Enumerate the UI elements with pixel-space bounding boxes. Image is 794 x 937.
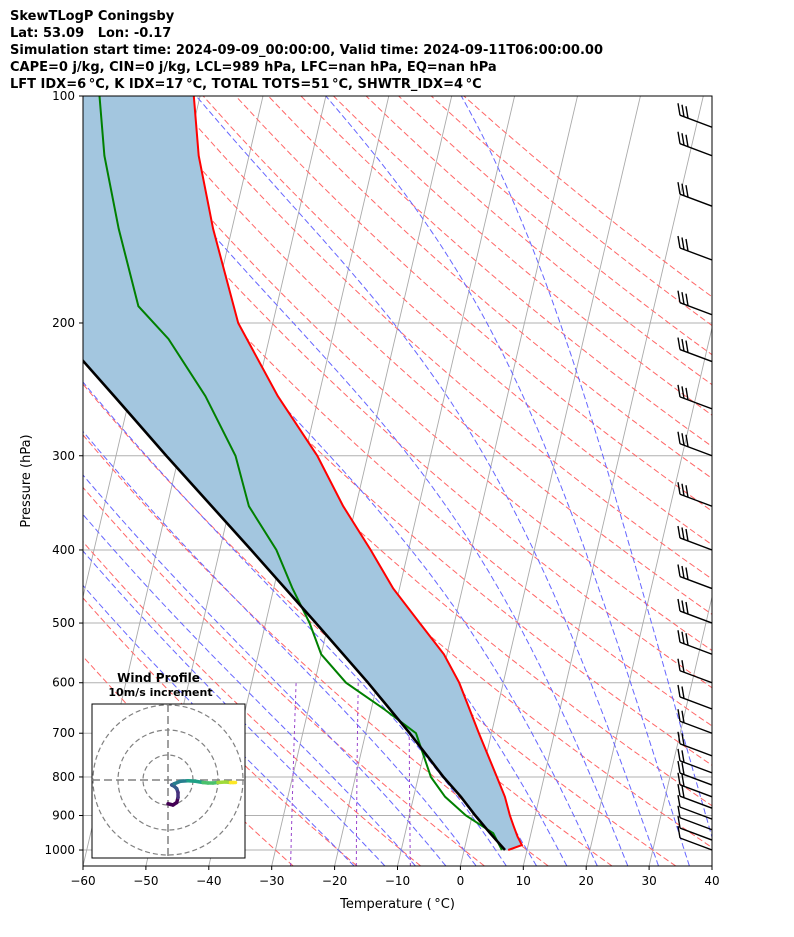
chart-header: SkewTLogP Coningsby Lat: 53.09 Lon: -0.1…: [10, 8, 603, 93]
plot-area: [0, 96, 712, 866]
wind-barb: [677, 795, 712, 820]
x-tick-label: −40: [196, 874, 221, 888]
chart-title: SkewTLogP Coningsby: [10, 9, 175, 24]
hodograph-title: Wind Profile: [117, 671, 200, 685]
wind-barb: [677, 658, 712, 684]
cin-shading: [83, 96, 522, 850]
dry-adiabat: [137, 96, 712, 615]
wind-barb: [677, 564, 712, 590]
dry-adiabat: [83, 655, 294, 866]
y-tick-label: 700: [52, 726, 75, 740]
dry-adiabat: [170, 96, 712, 580]
isotherm: [522, 96, 704, 866]
y-tick-label: 200: [52, 316, 75, 330]
wind-barb: [677, 598, 712, 624]
wind-barb: [677, 709, 712, 734]
location-line: Lat: 53.09 Lon: -0.17: [10, 26, 172, 41]
isotherm: [0, 96, 74, 866]
temperature-profile: [192, 96, 524, 851]
dry-adiabat: [83, 486, 485, 866]
dry-adiabat: [83, 239, 712, 807]
mixing-ratio-line: [290, 682, 297, 866]
isotherm: [0, 96, 11, 866]
y-tick-label: 800: [52, 770, 75, 784]
hodograph-inset: [91, 703, 246, 859]
wind-barb: [677, 290, 712, 316]
dry-adiabat: [105, 96, 712, 652]
moist-adiabat: [460, 96, 712, 839]
y-tick-label: 400: [52, 543, 75, 557]
times-line: Simulation start time: 2024-09-09_00:00:…: [10, 43, 603, 58]
wind-barb: [677, 630, 712, 655]
y-tick-label: 500: [52, 616, 75, 630]
indices-line-2: LFT IDX=6 °C, K IDX=17 °C, TOTAL TOTS=51…: [10, 77, 482, 92]
moist-adiabat: [83, 584, 355, 866]
moist-adiabat: [83, 430, 477, 866]
x-tick-label: −50: [133, 874, 158, 888]
y-tick-label: 600: [52, 676, 75, 690]
wind-barb: [677, 384, 712, 410]
wind-barb: [677, 760, 712, 786]
dry-adiabat: [83, 108, 712, 689]
moist-adiabat: [83, 550, 386, 866]
dry-adiabat: [83, 150, 712, 727]
dry-adiabat: [83, 541, 422, 866]
indices-line-1: CAPE=0 j/kg, CIN=0 j/kg, LCL=989 hPa, LF…: [10, 60, 497, 75]
wind-barb: [677, 784, 712, 809]
isotherm: [334, 96, 516, 866]
wind-barb: [677, 103, 712, 128]
isotherm: [459, 96, 641, 866]
y-axis-label: Pressure (hPa): [19, 434, 34, 527]
isotherm: [585, 325, 712, 866]
dry-adiabat: [202, 96, 712, 546]
wind-barb: [677, 825, 712, 851]
wind-barb: [677, 337, 712, 363]
wind-barb: [677, 525, 712, 551]
y-tick-label: 1000: [44, 843, 75, 857]
wind-barb: [677, 182, 712, 207]
wind-barb: [677, 131, 712, 157]
mixing-ratio-line: [355, 682, 359, 866]
wind-barb: [677, 805, 712, 831]
dry-adiabat: [83, 434, 549, 866]
isotherm: [271, 96, 453, 866]
x-tick-label: 40: [704, 874, 719, 888]
wind-barb: [677, 684, 712, 710]
x-tick-label: −10: [385, 874, 410, 888]
x-tick-label: 30: [641, 874, 656, 888]
wind-barb: [677, 772, 712, 798]
parcel-profile: [83, 358, 506, 851]
x-tick-label: 0: [457, 874, 465, 888]
moist-adiabat: [325, 96, 690, 866]
x-tick-label: −20: [322, 874, 347, 888]
x-tick-label: −30: [259, 874, 284, 888]
x-axis-label: Temperature ( °C): [339, 897, 455, 912]
dry-adiabat: [83, 286, 712, 849]
dry-adiabat: [267, 96, 712, 480]
dry-adiabat: [83, 597, 358, 866]
wind-barb: [677, 482, 712, 507]
wind-barb: [677, 235, 712, 261]
dry-adiabat: [463, 96, 712, 298]
moist-adiabat: [83, 381, 507, 866]
x-tick-label: −60: [70, 874, 95, 888]
moist-adiabat: [195, 96, 659, 866]
wind-barb: [677, 748, 712, 774]
dry-adiabat: [235, 96, 712, 512]
wind-barb: [677, 731, 712, 757]
wind-barb: [677, 431, 712, 457]
y-tick-label: 300: [52, 449, 75, 463]
moist-adiabat: [83, 513, 416, 866]
x-tick-label: 20: [579, 874, 594, 888]
y-tick-label: 100: [52, 89, 75, 103]
isotherm: [711, 864, 712, 866]
dry-adiabat: [300, 96, 712, 448]
x-tick-label: 10: [516, 874, 531, 888]
moist-adiabat: [97, 96, 629, 866]
hodograph-subtitle: 10m/s increment: [108, 686, 212, 699]
wind-barb: [677, 815, 712, 841]
dry-adiabat: [333, 96, 712, 416]
y-tick-label: 900: [52, 809, 75, 823]
